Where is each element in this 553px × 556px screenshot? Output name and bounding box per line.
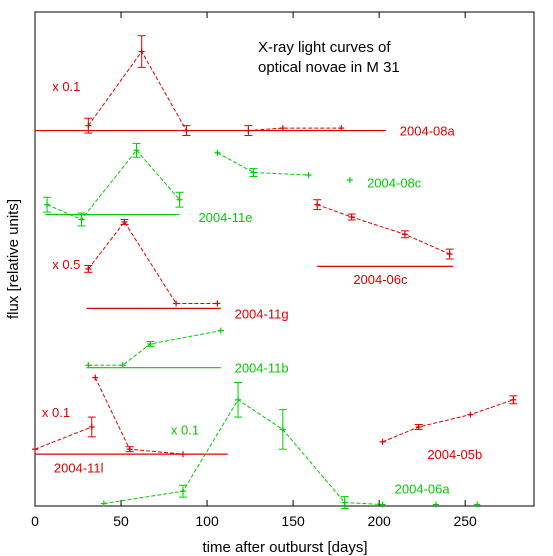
data-point (338, 125, 345, 132)
series-line (87, 221, 218, 304)
data-point (347, 213, 356, 221)
series-line (87, 50, 187, 131)
data-point (179, 451, 186, 458)
series-label: 2004-11l (54, 460, 104, 475)
series-label: 2004-11b (235, 361, 289, 376)
series-2004-06a: 2004-06a x 0.1 (100, 382, 481, 509)
data-point (175, 191, 184, 208)
series-2004-11g: 2004-11g x 0.5 (52, 218, 289, 321)
data-point (85, 362, 92, 369)
series-line (34, 426, 92, 450)
data-point (84, 264, 93, 273)
data-point (509, 395, 518, 405)
series-line (103, 399, 383, 506)
data-point (279, 125, 286, 132)
series-label: 2004-06a (395, 482, 451, 497)
data-point (379, 438, 386, 445)
x-tick-label: 200 (367, 513, 391, 529)
data-point (77, 212, 86, 227)
series-line (217, 152, 309, 176)
series-line (382, 399, 514, 443)
data-point (100, 500, 107, 507)
data-point (278, 409, 287, 450)
series-line (88, 330, 221, 366)
y-axis-title: flux [relative units] (5, 199, 22, 319)
series-label: 2004-11e (198, 210, 252, 225)
data-point (313, 199, 322, 211)
series-layer: 2004-08a x 0.1 2004-08c 2004-11e 2004-06c 200… (32, 35, 518, 509)
x-tick-label: 0 (31, 513, 39, 529)
data-point (146, 340, 155, 347)
data-point (249, 168, 258, 178)
chart-title-line-1: X-ray light curves of (258, 39, 391, 56)
data-point (414, 423, 423, 430)
data-point (84, 117, 93, 134)
data-point (137, 35, 146, 68)
data-point (467, 411, 474, 418)
scale-note: x 0.5 (52, 257, 80, 272)
scale-note: x 0.1 (171, 422, 199, 437)
data-point (234, 382, 243, 418)
data-point (474, 501, 481, 508)
x-tick-label: 100 (195, 513, 219, 529)
series-2004-05b: 2004-05b (379, 395, 518, 462)
series-label: 2004-06c (353, 272, 408, 287)
data-point (43, 196, 52, 213)
plot-frame (34, 11, 535, 507)
data-point (400, 230, 409, 239)
data-point (305, 172, 312, 179)
scale-note: x 0.1 (42, 405, 70, 420)
series-line (317, 204, 450, 255)
data-point (244, 125, 253, 136)
data-point (32, 446, 38, 453)
data-point (432, 501, 439, 508)
data-point (178, 484, 187, 498)
data-point (182, 125, 191, 136)
data-point (445, 248, 454, 260)
series-line (94, 377, 184, 455)
series-2004-08a: 2004-08a x 0.1 (35, 35, 456, 139)
x-tick-label: 50 (113, 513, 129, 529)
series-label: 2004-08a (400, 124, 456, 139)
data-point (346, 176, 353, 183)
series-line (46, 149, 180, 221)
data-point (125, 446, 134, 453)
data-point (87, 416, 96, 438)
x-axis-ticks: 0 50 100 150 200 250 (31, 12, 477, 529)
series-2004-11e: 2004-11e (43, 142, 252, 227)
data-point (119, 362, 126, 369)
series-label: 2004-11g (235, 306, 289, 321)
x-axis-title: time after outburst [days] (202, 539, 367, 556)
data-point (214, 300, 221, 307)
data-point (217, 327, 224, 334)
series-2004-11b: 2004-11b (85, 327, 289, 376)
data-point (214, 149, 221, 156)
data-point (132, 142, 141, 158)
series-label: 2004-08c (367, 175, 422, 190)
data-point (120, 218, 129, 225)
x-tick-label: 150 (281, 513, 305, 529)
series-2004-08c: 2004-08c (214, 149, 422, 190)
x-tick-label: 250 (453, 513, 477, 529)
chart-title-line-2: optical novae in M 31 (258, 59, 400, 76)
data-point (92, 374, 99, 381)
series-line (248, 127, 342, 132)
scale-note: x 0.1 (52, 79, 80, 94)
series-2004-06c: 2004-06c (313, 199, 454, 287)
series-2004-11l: 2004-11l x 0.1 (32, 374, 228, 475)
data-point (379, 501, 386, 508)
data-point (173, 300, 180, 307)
data-point (340, 496, 349, 509)
series-label: 2004-05b (427, 447, 482, 462)
